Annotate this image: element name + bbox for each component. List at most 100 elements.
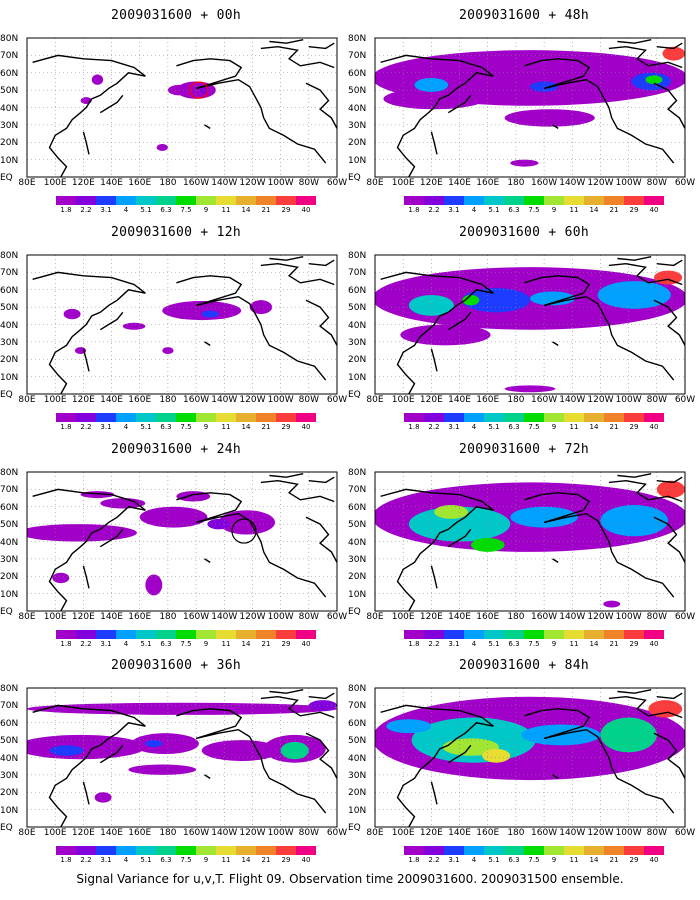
- colorbar-swatch: [156, 196, 176, 205]
- coastline: [524, 708, 675, 814]
- coastline: [552, 341, 559, 346]
- lat-tick-label: 80N: [348, 468, 367, 478]
- colorbar-swatch: [276, 413, 296, 422]
- colorbar-tick-label: 11: [569, 640, 579, 648]
- variance-shading: [504, 109, 595, 127]
- lon-tick-label: 140W: [559, 178, 586, 188]
- colorbar-tick-label: 3.1: [100, 640, 112, 648]
- colorbar-tick-label: 11: [569, 856, 579, 864]
- variance-shading: [27, 524, 137, 542]
- lon-tick-label: 100E: [43, 828, 67, 838]
- lat-tick-label: 70N: [348, 51, 367, 62]
- colorbar-swatch: [296, 630, 316, 639]
- lon-tick-label: 120E: [71, 178, 95, 188]
- colorbar-tick-label: 11: [221, 856, 231, 864]
- colorbar-tick-label: 11: [221, 423, 231, 431]
- coastline: [32, 488, 146, 611]
- lon-tick-label: 80E: [18, 828, 36, 838]
- lat-tick-label: 10N: [0, 589, 19, 600]
- lat-tick-label: 70N: [348, 485, 367, 496]
- colorbar-tick-label: 3.1: [448, 640, 460, 648]
- colorbar-swatch: [136, 413, 156, 422]
- panel-title: 2009031600 + 12h: [110, 225, 242, 240]
- lon-tick-label: 160E: [476, 828, 500, 838]
- lat-tick-label: 80N: [348, 684, 367, 694]
- coastline: [447, 744, 472, 764]
- panel-title: 2009031600 + 36h: [110, 658, 242, 673]
- lat-tick-label: 60N: [0, 718, 19, 729]
- coastline: [176, 708, 327, 814]
- variance-map: [374, 687, 686, 828]
- lon-tick-label: 100W: [615, 395, 642, 405]
- lon-tick-label: 160E: [128, 612, 152, 622]
- coastline: [260, 695, 335, 719]
- colorbar-tick-label: 14: [589, 423, 599, 431]
- lon-tick-label: 100E: [391, 612, 415, 622]
- colorbar-swatch: [604, 630, 624, 639]
- lon-tick-label: 120W: [239, 828, 266, 838]
- coastline: [82, 565, 90, 589]
- coastline: [99, 528, 124, 548]
- map-frame: [26, 687, 338, 828]
- lon-tick-label: 180: [507, 178, 525, 188]
- lat-tick-label: 20N: [348, 355, 367, 366]
- lon-tick-label: 100E: [391, 178, 415, 188]
- colorbar-tick-label: 29: [629, 856, 639, 864]
- lat-tick-label: 30N: [0, 770, 19, 781]
- colorbar-tick-label: 7.5: [528, 856, 540, 864]
- lat-tick-label: 70N: [0, 701, 19, 712]
- colorbar-swatch: [136, 196, 156, 205]
- lon-tick-label: 120E: [71, 395, 95, 405]
- colorbar-tick-label: 40: [301, 640, 311, 648]
- colorbar-swatch: [624, 413, 644, 422]
- colorbar-swatch: [584, 846, 604, 855]
- colorbar-swatch: [156, 846, 176, 855]
- coastline: [608, 479, 683, 503]
- lat-tick-label: 40N: [348, 753, 367, 764]
- lon-tick-label: 120E: [419, 828, 443, 838]
- coastline: [308, 692, 335, 700]
- lon-tick-label: 100E: [43, 178, 67, 188]
- lat-tick-label: 80N: [0, 34, 19, 44]
- colorbar: 1.8 2.2 3.1 4 5.1 6.3 7.5 9 11 14 21 29 40: [404, 846, 668, 868]
- lon-tick-label: 140W: [211, 828, 238, 838]
- colorbar-swatch: [96, 846, 116, 855]
- colorbar: 1.8 2.2 3.1 4 5.1 6.3 7.5 9 11 14 21 29 40: [404, 413, 668, 435]
- colorbar: 1.8 2.2 3.1 4 5.1 6.3 7.5 9 11 14 21 29 40: [404, 630, 668, 652]
- colorbar-swatch: [136, 846, 156, 855]
- variance-shading: [386, 719, 432, 734]
- lat-tick-label: 80N: [348, 34, 367, 44]
- lat-tick-label: 20N: [0, 138, 19, 149]
- lat-tick-label: 70N: [0, 268, 19, 279]
- coastline: [99, 744, 124, 764]
- colorbar-swatch: [276, 846, 296, 855]
- variance-shading: [63, 308, 81, 320]
- lon-tick-label: 160E: [128, 178, 152, 188]
- colorbar-swatch: [604, 846, 624, 855]
- colorbar: 1.8 2.2 3.1 4 5.1 6.3 7.5 9 11 14 21 29 40: [56, 846, 320, 868]
- coastline: [380, 704, 494, 827]
- colorbar-tick-label: 11: [221, 640, 231, 648]
- lat-tick-label: 60N: [0, 68, 19, 79]
- coastline: [653, 732, 685, 779]
- colorbar-tick-label: 3.1: [100, 206, 112, 214]
- lon-tick-label: 180: [507, 612, 525, 622]
- colorbar-tick-label: 3.1: [100, 423, 112, 431]
- coastline: [204, 341, 211, 346]
- colorbar-swatch: [644, 846, 664, 855]
- colorbar-swatch: [176, 413, 196, 422]
- variance-shading: [510, 159, 539, 167]
- lon-tick-label: 180: [507, 395, 525, 405]
- map-panel: 2009031600 + 60h 80N 70N 60N 50N 40N 30N 20N 10N…: [348, 225, 695, 435]
- lat-tick-label: EQ: [348, 607, 361, 617]
- lon-tick-label: 120W: [239, 612, 266, 622]
- colorbar-swatch: [56, 846, 76, 855]
- colorbar-swatch: [276, 630, 296, 639]
- colorbar-tick-label: 7.5: [528, 640, 540, 648]
- coastline: [269, 689, 304, 694]
- longitude-labels: 80E 100E 120E 140E 160E 180 160W 140W 120W 100W 80…: [18, 178, 347, 190]
- coastline: [269, 256, 304, 261]
- colorbar-tick-label: 21: [609, 206, 619, 214]
- coastline: [82, 348, 90, 372]
- lat-tick-label: 20N: [0, 355, 19, 366]
